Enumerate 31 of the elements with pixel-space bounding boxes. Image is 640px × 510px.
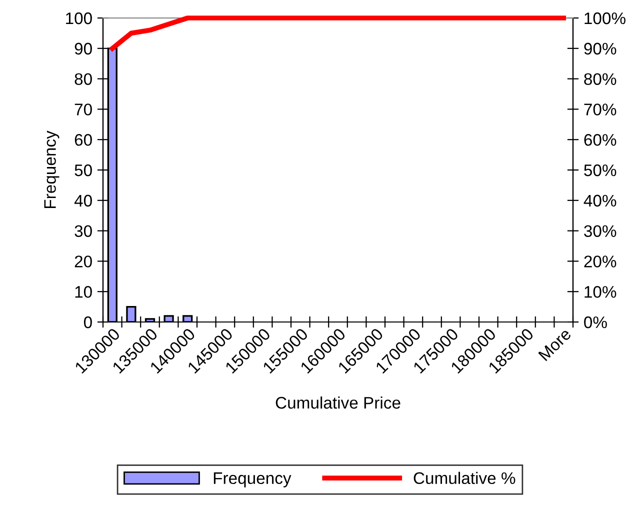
y2-tick-label: 30% <box>584 225 616 238</box>
y-tick-label: 10 <box>75 286 92 298</box>
y2-tick-label: 0% <box>584 316 607 328</box>
y-tick-label: 90 <box>74 42 92 55</box>
y2-tick-label: 50% <box>584 164 616 176</box>
y2-tick-label: 20% <box>584 256 616 268</box>
bar <box>126 306 136 322</box>
bar <box>164 315 174 322</box>
y-tick-label: 30 <box>74 225 92 238</box>
legend-label: Frequency <box>214 472 292 488</box>
y-tick-label: 20 <box>74 256 92 268</box>
y2-tick-label: 100% <box>584 12 626 24</box>
y2-tick-label: 60% <box>584 134 616 146</box>
bar <box>182 315 193 322</box>
x-axis-title: Cumulative Price <box>276 396 400 409</box>
y-tick-label: 50 <box>74 164 92 176</box>
y-tick-label: 80 <box>74 73 92 86</box>
y2-tick-label: 80% <box>584 73 616 86</box>
y-axis-title: Frequency <box>44 130 60 208</box>
y-tick-label: 100 <box>66 12 92 24</box>
y2-tick-label: 90% <box>584 42 616 55</box>
y-tick-label: 70 <box>74 104 92 116</box>
line-series <box>110 16 566 51</box>
y-tick-label: 40 <box>74 194 92 207</box>
y-tick-label: 60 <box>74 134 92 146</box>
y2-tick-label: 10% <box>584 286 616 298</box>
legend-label: Cumulative % <box>414 472 516 484</box>
y-tick-label: 0 <box>84 316 92 328</box>
y2-tick-label: 70% <box>584 104 616 116</box>
y2-tick-label: 40% <box>584 194 616 207</box>
bar <box>144 318 156 322</box>
